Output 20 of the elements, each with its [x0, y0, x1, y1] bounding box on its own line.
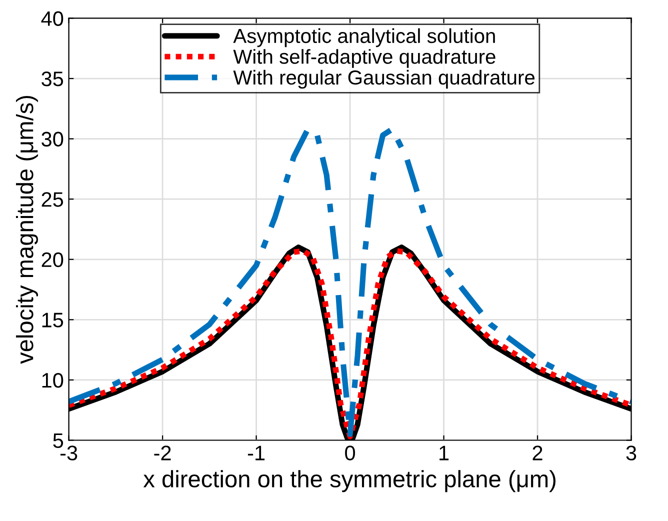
y-tick-label: 20: [42, 252, 64, 268]
legend-label: With regular Gaussian quadrature: [233, 70, 535, 89]
x-tick-label: -1: [248, 446, 265, 460]
legend-label: With self-adaptive quadrature: [233, 49, 496, 68]
x-tick-label: -3: [60, 446, 78, 460]
y-tick-label: 35: [42, 72, 64, 86]
x-tick-label: 0: [345, 446, 356, 460]
y-axis-title: velocity magnitude (μm/s): [16, 96, 38, 364]
y-tick-label: 10: [42, 372, 64, 388]
y-tick-label: 5: [53, 433, 64, 448]
x-tick-label: 1: [440, 446, 449, 460]
y-tick-label: 40: [41, 11, 64, 26]
x-tick-label: 3: [626, 446, 636, 460]
y-tick-label: 30: [42, 132, 64, 147]
x-tick-label: -2: [154, 446, 171, 460]
x-tick-label: 2: [532, 446, 542, 460]
x-axis-title: x direction on the symmetric plane (μm): [143, 470, 556, 492]
y-tick-label: 25: [42, 192, 64, 207]
legend-label: Asymptotic analytical solution: [233, 28, 495, 48]
y-tick-label: 15: [42, 312, 64, 328]
